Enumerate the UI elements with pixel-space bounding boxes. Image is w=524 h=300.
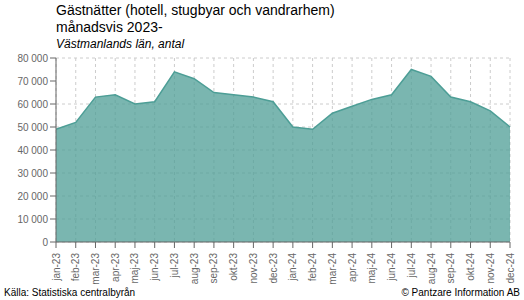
svg-text:aug-23: aug-23 [189, 253, 200, 284]
svg-text:apr-23: apr-23 [110, 253, 121, 282]
svg-text:okt-23: okt-23 [228, 253, 239, 281]
svg-text:jun-23: jun-23 [149, 253, 160, 282]
svg-text:jun-24: jun-24 [386, 253, 397, 282]
svg-text:jan-24: jan-24 [287, 253, 298, 282]
html-text:© Pantzare Information AB: © Pantzare Information AB [401, 287, 520, 298]
svg-text:nov-23: nov-23 [248, 253, 259, 284]
svg-text:sep-23: sep-23 [208, 253, 219, 284]
svg-text:70 000: 70 000 [17, 76, 48, 87]
svg-text:dec-24: dec-24 [505, 253, 516, 284]
svg-text:maj-23: maj-23 [129, 253, 140, 284]
svg-text:okt-24: okt-24 [465, 253, 476, 281]
svg-text:30 000: 30 000 [17, 168, 48, 179]
svg-text:20 000: 20 000 [17, 191, 48, 202]
svg-text:jul-24: jul-24 [406, 253, 417, 279]
svg-text:50 000: 50 000 [17, 122, 48, 133]
svg-text:10 000: 10 000 [17, 214, 48, 225]
svg-text:60 000: 60 000 [17, 99, 48, 110]
svg-text:maj-24: maj-24 [366, 253, 377, 284]
html-text:Gästnätter (hotell, stugbyar o: Gästnätter (hotell, stugbyar och vandrar… [56, 2, 335, 18]
svg-text:dec-23: dec-23 [268, 253, 279, 284]
html-text:månadsvis 2023-: månadsvis 2023- [56, 19, 163, 35]
html-text:Västmanlands län, antal: Västmanlands län, antal [56, 37, 185, 51]
svg-text:mar-24: mar-24 [327, 253, 338, 284]
svg-text:apr-24: apr-24 [347, 253, 358, 282]
svg-text:80 000: 80 000 [17, 53, 48, 64]
svg-text:sep-24: sep-24 [445, 253, 456, 284]
svg-text:jul-23: jul-23 [169, 253, 180, 279]
svg-text:nov-24: nov-24 [485, 253, 496, 284]
svg-text:aug-24: aug-24 [426, 253, 437, 284]
svg-text:40 000: 40 000 [17, 145, 48, 156]
svg-text:mar-23: mar-23 [90, 253, 101, 284]
html-text:Källa: Statistiska centralbyrå: Källa: Statistiska centralbyrån [4, 287, 136, 298]
svg-text:feb-24: feb-24 [307, 253, 318, 282]
svg-text:jan-23: jan-23 [51, 253, 62, 282]
svg-text:0: 0 [42, 237, 48, 248]
svg-text:feb-23: feb-23 [70, 253, 81, 282]
